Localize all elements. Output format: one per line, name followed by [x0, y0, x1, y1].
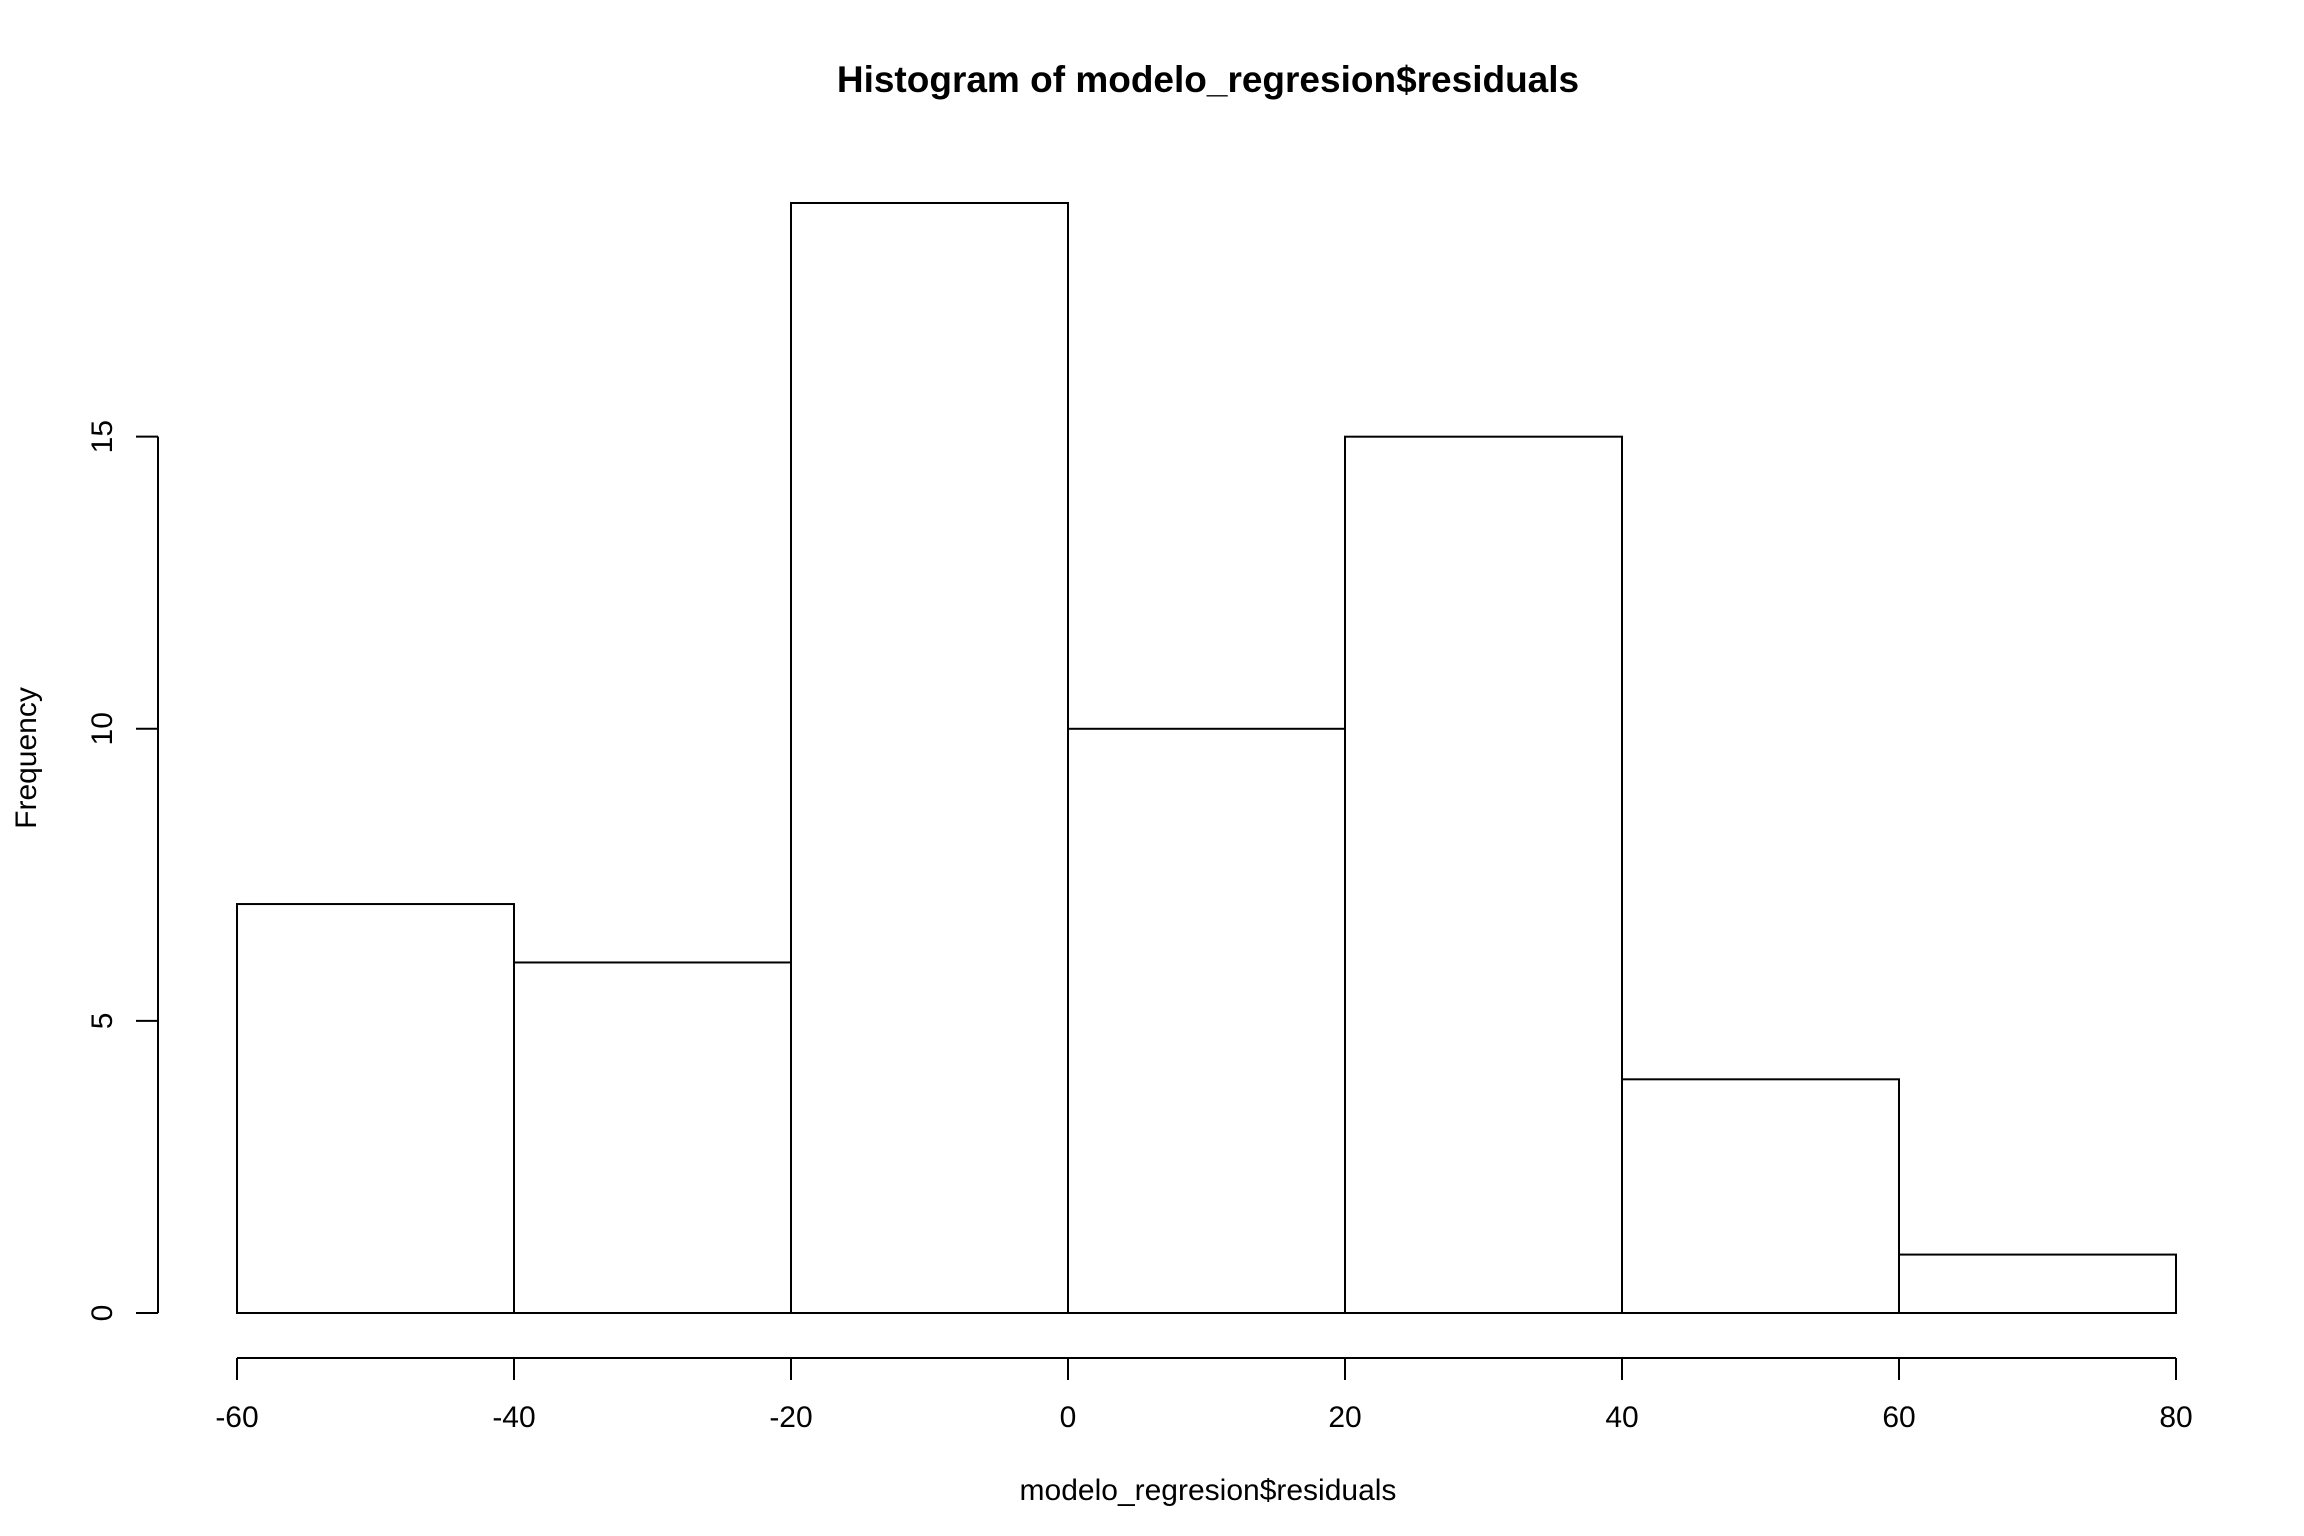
histogram-bar-3	[1067, 727, 1346, 1314]
histogram-bar-5	[1621, 1078, 1900, 1314]
y-tick-label: 0	[86, 1305, 119, 1322]
histogram-bar-6	[1898, 1253, 2177, 1315]
histogram-bar-1	[513, 961, 792, 1314]
y-tick-label: 10	[86, 712, 119, 745]
histogram-bars	[236, 202, 2177, 1315]
x-tick-label: -20	[769, 1401, 812, 1434]
histogram-bar-2	[790, 202, 1069, 1314]
y-axis: 0 5 10 15	[86, 420, 159, 1322]
histogram-bar-0	[236, 903, 515, 1314]
y-axis-label: Frequency	[10, 687, 43, 829]
histogram-bar-4	[1344, 435, 1623, 1314]
y-tick-label: 15	[86, 420, 119, 453]
x-tick-label: 0	[1060, 1401, 1077, 1434]
x-tick-label: -60	[215, 1401, 258, 1434]
x-tick-label: -40	[492, 1401, 535, 1434]
chart-title: Histogram of modelo_regresion$residuals	[837, 59, 1579, 100]
x-axis: -60 -40 -20 0 20 40 60 80	[215, 1357, 2193, 1434]
x-tick-label: 60	[1882, 1401, 1915, 1434]
x-tick-label: 80	[2159, 1401, 2192, 1434]
x-tick-label: 20	[1328, 1401, 1361, 1434]
x-axis-label: modelo_regresion$residuals	[1020, 1474, 1397, 1507]
x-tick-label: 40	[1605, 1401, 1638, 1434]
y-tick-label: 5	[86, 1013, 119, 1030]
